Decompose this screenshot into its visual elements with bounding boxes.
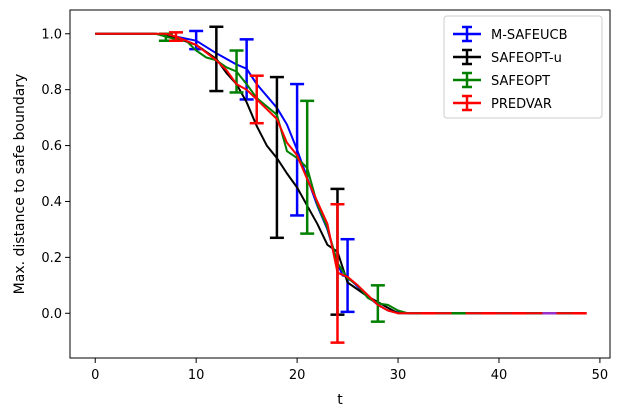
x-tick-label: 20 [289,368,306,383]
x-tick-label: 50 [592,368,609,383]
y-tick-label: 0.2 [41,251,62,266]
x-tick-label: 40 [491,368,508,383]
y-tick-label: 0.4 [41,195,62,210]
y-tick-label: 1.0 [41,27,62,42]
y-axis-ticks: 0.0 0.2 0.4 0.6 0.8 1.0 [41,27,70,322]
x-tick-label: 30 [390,368,407,383]
legend-label: M-SAFEUCB [491,28,568,43]
series-line [95,32,585,315]
plot-area-frame [69,9,611,359]
x-tick-label: 0 [91,368,99,383]
y-tick-label: 0.0 [41,307,62,322]
legend: M-SAFEUCB SAFEOPT-u SAFEOPT PREDVAR [443,15,603,119]
series-predvar [95,31,585,344]
legend-label: SAFEOPT-u [491,51,562,66]
x-axis-label: t [337,392,343,408]
y-axis-label: Max. distance to safe boundary [12,74,28,295]
x-axis-ticks: 0 10 20 30 40 50 [91,358,608,383]
legend-box [443,15,603,119]
series-layer [95,25,587,344]
y-tick-label: 0.8 [41,83,62,98]
legend-label: PREDVAR [491,97,552,112]
y-tick-label: 0.6 [41,139,62,154]
x-tick-label: 10 [188,368,205,383]
legend-label: SAFEOPT [491,74,550,89]
